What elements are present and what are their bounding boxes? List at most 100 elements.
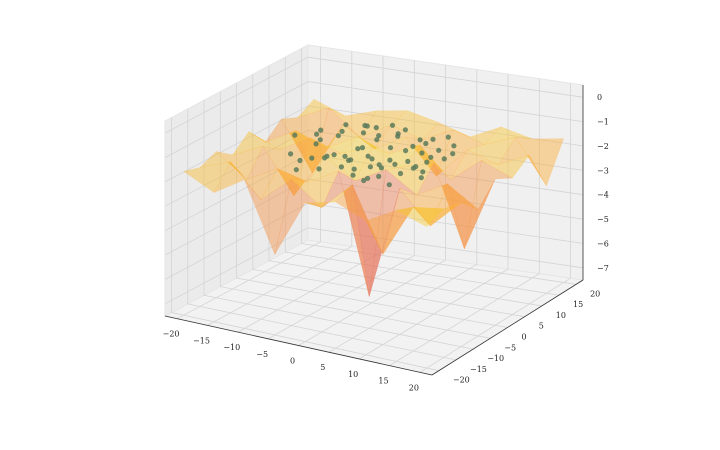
tick-label: 20 [590,289,600,298]
y-axis-line [431,279,584,376]
tick-label: −6 [597,239,609,248]
scatter-point [359,145,366,151]
surface-patch [453,126,502,145]
surface-patch [310,136,358,154]
scatter-point [343,122,349,128]
surface-patch [183,161,231,193]
scatter-point [288,151,294,157]
grid-line-z [164,202,584,280]
scatter-point [350,172,356,178]
scatter-point [419,150,425,156]
surface-patch [421,122,471,140]
surface-patch [433,159,482,250]
scatter-point [451,143,457,149]
scatter-point [314,131,320,137]
scatter-point [403,148,409,154]
tick-label: 15 [573,300,583,309]
scatter-point [369,156,375,162]
grid-line-x [176,46,321,320]
scatter-point [430,136,436,142]
surface-patch [290,170,340,209]
tick-label: −5 [597,215,609,224]
surface-patch [416,162,465,249]
grid-line-y [219,91,491,339]
scatter-point [355,146,361,152]
grid-line-y [187,108,457,361]
surface-patch [435,129,485,178]
surface-patch [429,183,479,227]
tick-label: 0 [290,357,295,366]
grid-line-z [164,178,584,256]
scatter-point [338,164,344,170]
surface-patch [279,130,328,150]
scatter-point [397,170,404,177]
surface-patch [328,107,377,138]
surface-patch [398,183,448,227]
grid-line-y [203,100,474,350]
surface-patch [274,178,323,255]
scatter-point [324,153,330,159]
grid-line-x [298,65,446,346]
tick-label: 10 [556,311,566,320]
tick-label: −15 [193,336,210,345]
grid-line-x [419,83,571,373]
tick-label: 15 [378,377,388,386]
scatter-point [313,141,319,147]
scatter-point [331,152,337,158]
scatter-point [360,130,367,136]
scatter-point [376,162,382,168]
scatter-point [410,165,416,171]
surface-patch [246,145,295,197]
scatter-point [374,137,380,143]
scatter-point [362,122,368,129]
scatter-point [386,182,392,188]
scatter-point [402,127,408,133]
grid-line-z [164,81,584,158]
surface-patch [307,155,356,183]
scatter-point [365,153,371,159]
scatter-point [395,131,401,137]
surface-patch [326,124,375,150]
scatter-point [373,125,379,131]
scatter-point [342,153,348,159]
grid-line-x [207,51,353,326]
scatter-point [405,158,411,164]
tick-label: −20 [453,376,470,385]
grid-lines [164,46,584,373]
grid-line-x [389,78,540,366]
grid-line-y [236,83,508,328]
grid-line-z [164,227,584,305]
surface-patch [293,137,343,197]
grid-line-x [328,69,478,353]
tick-label: 5 [539,322,544,331]
surface-patch [395,206,445,228]
tick-label: −2 [597,142,609,151]
surface-patch [215,145,264,180]
scatter-point [387,157,393,163]
tick-label: −15 [470,365,487,374]
scatter-point [423,140,429,147]
scatter-point [445,134,451,140]
surface-patch [365,206,414,255]
axis-lines [164,85,584,376]
scatter-point [348,157,354,163]
scatter-point [424,159,430,165]
surface-patch [335,184,384,255]
grid-line-x [358,74,509,360]
grid-line-z [164,105,584,183]
surface-patch [359,110,409,138]
scatter-point [365,175,371,181]
tick-label: −1 [597,118,609,127]
surface-patch [466,136,516,166]
scatter-point [376,173,382,179]
surface-patch [483,126,533,145]
surface-patch [352,184,401,297]
tick-label: −10 [487,354,504,363]
scatter-point [441,156,447,162]
grid-line-y [301,48,577,285]
surface-patch [390,110,440,140]
surface-patch [230,161,278,201]
tick-label: 20 [409,383,419,392]
surface-patch [514,136,565,187]
surface-patch [368,169,417,297]
